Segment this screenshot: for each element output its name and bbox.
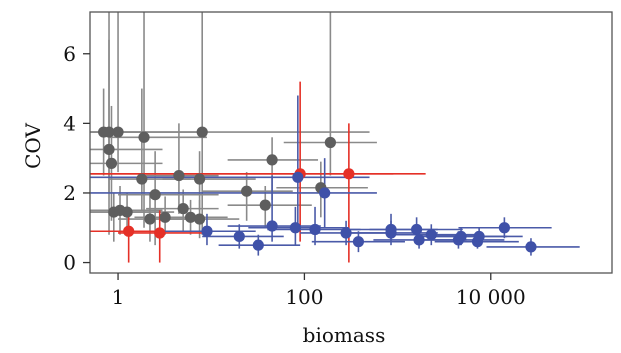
data-point <box>292 171 304 183</box>
data-point <box>289 222 301 234</box>
data-point <box>411 223 423 236</box>
x-axis-title: biomass <box>303 323 386 347</box>
data-point <box>319 187 331 199</box>
data-point <box>103 143 115 156</box>
data-point <box>103 126 115 138</box>
data-point <box>144 213 156 225</box>
data-point <box>385 223 397 236</box>
y-tick-label: 6 <box>63 42 76 66</box>
data-point <box>201 225 213 237</box>
data-point <box>241 185 253 197</box>
y-tick-label: 0 <box>63 251 76 275</box>
data-point <box>455 230 467 243</box>
data-point <box>149 189 161 201</box>
data-point <box>324 136 336 149</box>
data-point <box>154 227 166 239</box>
data-point <box>193 173 206 185</box>
y-tick-label: 4 <box>63 111 76 135</box>
x-tick-label: 100 <box>285 285 323 309</box>
data-point <box>105 157 118 169</box>
data-point <box>177 203 189 215</box>
data-point <box>259 199 271 211</box>
data-point <box>159 211 171 223</box>
plot-frame <box>89 11 613 274</box>
x-tick-label: 1 <box>112 285 125 309</box>
data-point <box>413 234 425 246</box>
data-point <box>343 168 355 180</box>
data-point <box>352 236 365 248</box>
axes: 0 2 4 6 1 100 10 000 <box>63 11 613 309</box>
y-axis-title: COV <box>21 123 45 169</box>
data-point <box>138 131 150 143</box>
data-point <box>473 230 485 243</box>
data-point <box>184 211 197 223</box>
data-point <box>112 126 124 138</box>
data-point <box>123 225 135 237</box>
data-point <box>233 230 245 243</box>
y-tick-label: 2 <box>63 181 76 205</box>
data-point <box>252 239 264 251</box>
data-point <box>340 227 352 239</box>
data-point <box>498 222 510 234</box>
data-point <box>425 229 437 241</box>
data-point <box>525 241 537 253</box>
data-points <box>98 126 537 253</box>
data-point <box>196 126 208 138</box>
x-tick-label: 10 000 <box>456 285 526 309</box>
data-point <box>309 223 321 236</box>
data-point <box>121 206 133 218</box>
data-point <box>193 213 206 225</box>
data-point <box>266 154 278 166</box>
data-point <box>173 169 185 182</box>
data-point <box>136 173 148 185</box>
data-point <box>266 220 278 232</box>
